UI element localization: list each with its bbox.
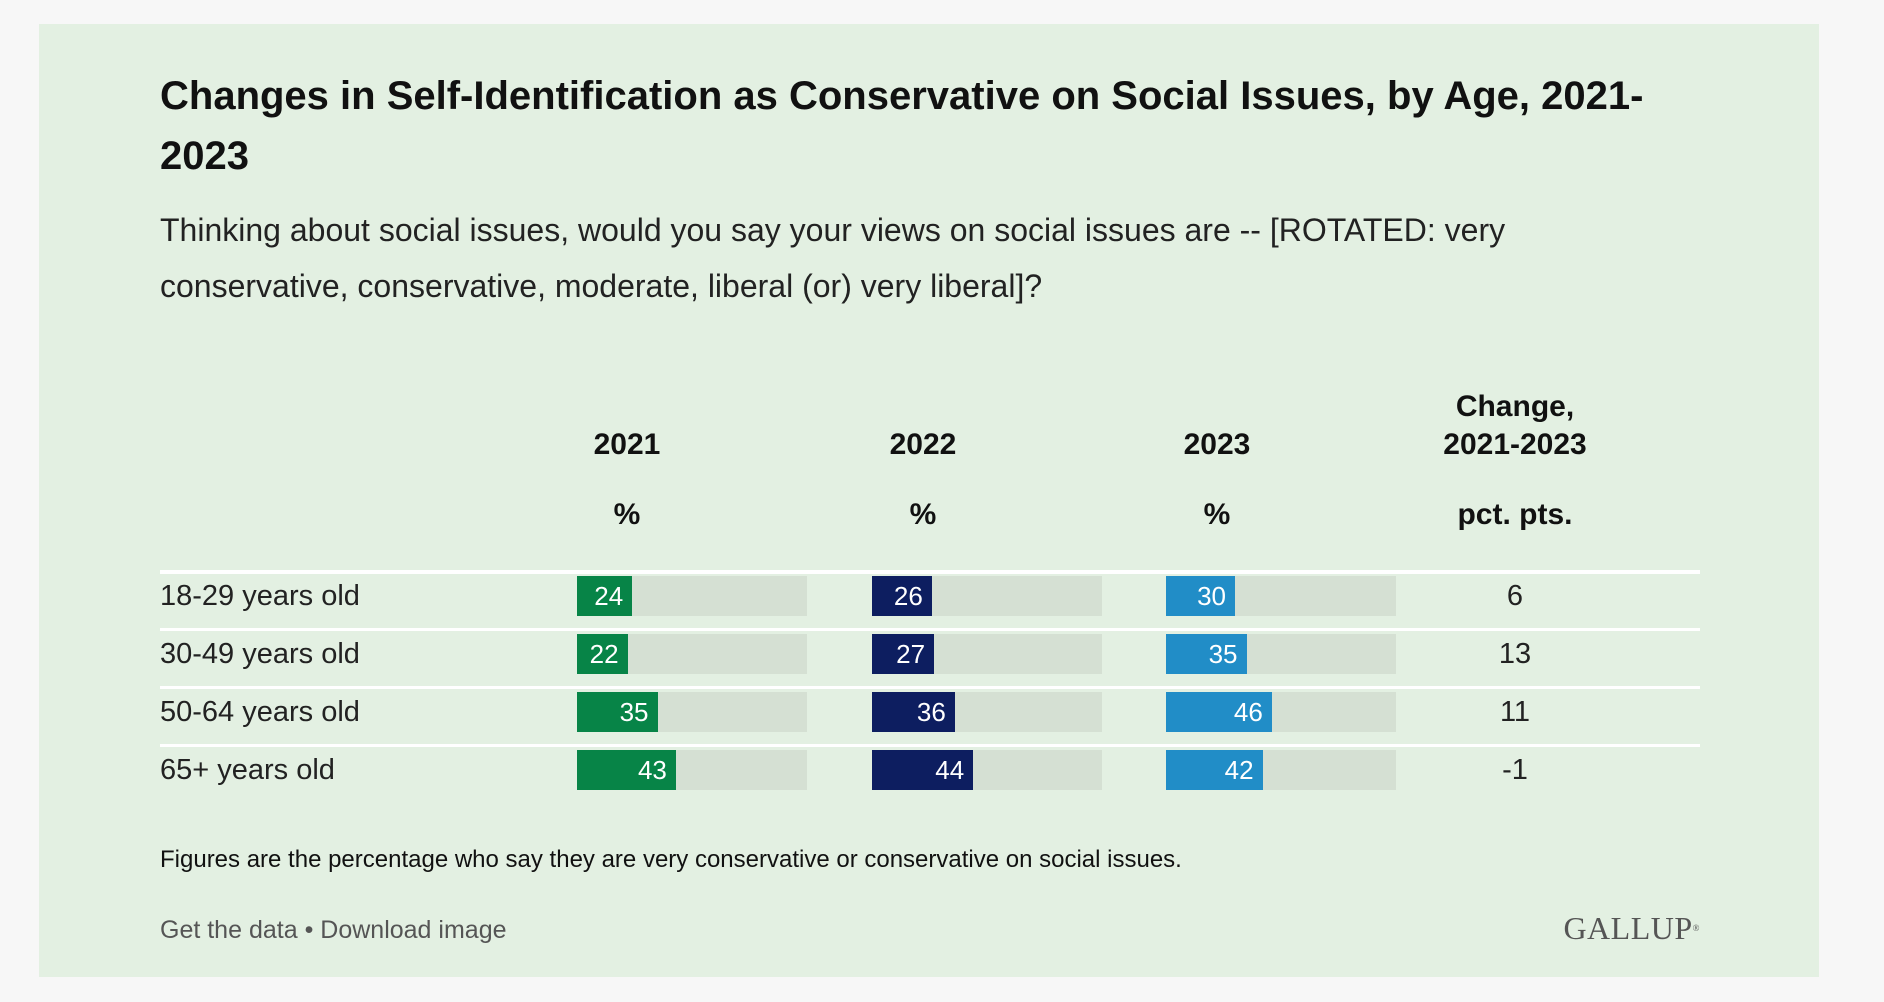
- bar-track: 26: [872, 576, 1102, 616]
- bar-track: 30: [1166, 576, 1396, 616]
- row-divider: [160, 686, 1700, 689]
- column-header-2023-unit: %: [1203, 498, 1231, 531]
- bar-2021: 35: [577, 692, 658, 732]
- bar-2022: 26: [872, 576, 932, 616]
- bar-value-label: 36: [916, 697, 946, 727]
- bar-2021: 43: [577, 750, 676, 790]
- bar-track: 46: [1166, 692, 1396, 732]
- column-header-2023-year: 2023: [1183, 428, 1251, 461]
- bar-value-label: 43: [637, 755, 667, 785]
- row-label: 50-64 years old: [160, 696, 360, 728]
- bar-track: 35: [577, 692, 807, 732]
- chart-links: Get the data • Download image: [160, 912, 507, 948]
- bar-2023: 42: [1166, 750, 1263, 790]
- column-header-2022-year: 2022: [889, 428, 957, 461]
- column-header-2021-year: 2021: [593, 428, 661, 461]
- bar-track: 42: [1166, 750, 1396, 790]
- bar-value-label: 44: [935, 755, 965, 785]
- column-header-change-unit: pct. pts.: [1457, 498, 1573, 531]
- chart-subtitle: Thinking about social issues, would you …: [160, 212, 1506, 304]
- bar-track: 27: [872, 634, 1102, 674]
- bar-2023: 35: [1166, 634, 1247, 674]
- bar-value-label: 27: [896, 639, 926, 669]
- bar-2021: 22: [577, 634, 628, 674]
- bar-track: 44: [872, 750, 1102, 790]
- bar-track: 36: [872, 692, 1102, 732]
- row-label: 30-49 years old: [160, 638, 360, 670]
- column-header-2021-unit: %: [613, 498, 641, 531]
- bar-value-label: 30: [1197, 581, 1226, 611]
- row-divider: [160, 628, 1700, 631]
- column-header-change-line1: Change,: [1455, 390, 1575, 423]
- download-image-link[interactable]: Download image: [320, 916, 507, 944]
- bar-value-label: 24: [594, 581, 624, 611]
- bar-track: 24: [577, 576, 807, 616]
- bar-track: 43: [577, 750, 807, 790]
- bar-value-label: 35: [619, 697, 649, 727]
- bar-value-label: 46: [1233, 697, 1263, 727]
- chart-card: Changes in Self-Identification as Conser…: [39, 24, 1819, 977]
- registered-mark: ®: [1692, 923, 1700, 933]
- header-rule: [160, 570, 1700, 574]
- column-header-2022-unit: %: [909, 498, 937, 531]
- bar-2022: 27: [872, 634, 935, 674]
- gallup-logo: GALLUP®: [1519, 908, 1700, 948]
- bar-value-label: 26: [893, 581, 923, 611]
- bar-2022: 44: [872, 750, 974, 790]
- link-separator: •: [304, 916, 314, 944]
- bar-value-label: 35: [1208, 639, 1238, 669]
- footnote: Figures are the percentage who say they …: [160, 846, 1182, 873]
- bar-2023: 46: [1166, 692, 1272, 732]
- bar-track: 22: [577, 634, 807, 674]
- bar-track: 35: [1166, 634, 1396, 674]
- change-value: 11: [1499, 696, 1531, 728]
- bar-value-label: 42: [1224, 755, 1254, 785]
- row-label: 18-29 years old: [160, 580, 360, 612]
- column-header-change-line2: 2021-2023: [1443, 428, 1587, 461]
- change-value: 13: [1498, 638, 1532, 670]
- get-data-link[interactable]: Get the data: [160, 916, 298, 944]
- bar-2022: 36: [872, 692, 955, 732]
- change-value: -1: [1502, 754, 1528, 786]
- row-divider: [160, 744, 1700, 747]
- change-value: 6: [1506, 580, 1524, 612]
- bar-value-label: 22: [589, 639, 619, 669]
- gallup-logo-text: GALLUP: [1563, 910, 1693, 946]
- row-label: 65+ years old: [160, 754, 335, 786]
- bar-2023: 30: [1166, 576, 1235, 616]
- chart-title: Changes in Self-Identification as Conser…: [160, 74, 1644, 178]
- bar-2021: 24: [577, 576, 633, 616]
